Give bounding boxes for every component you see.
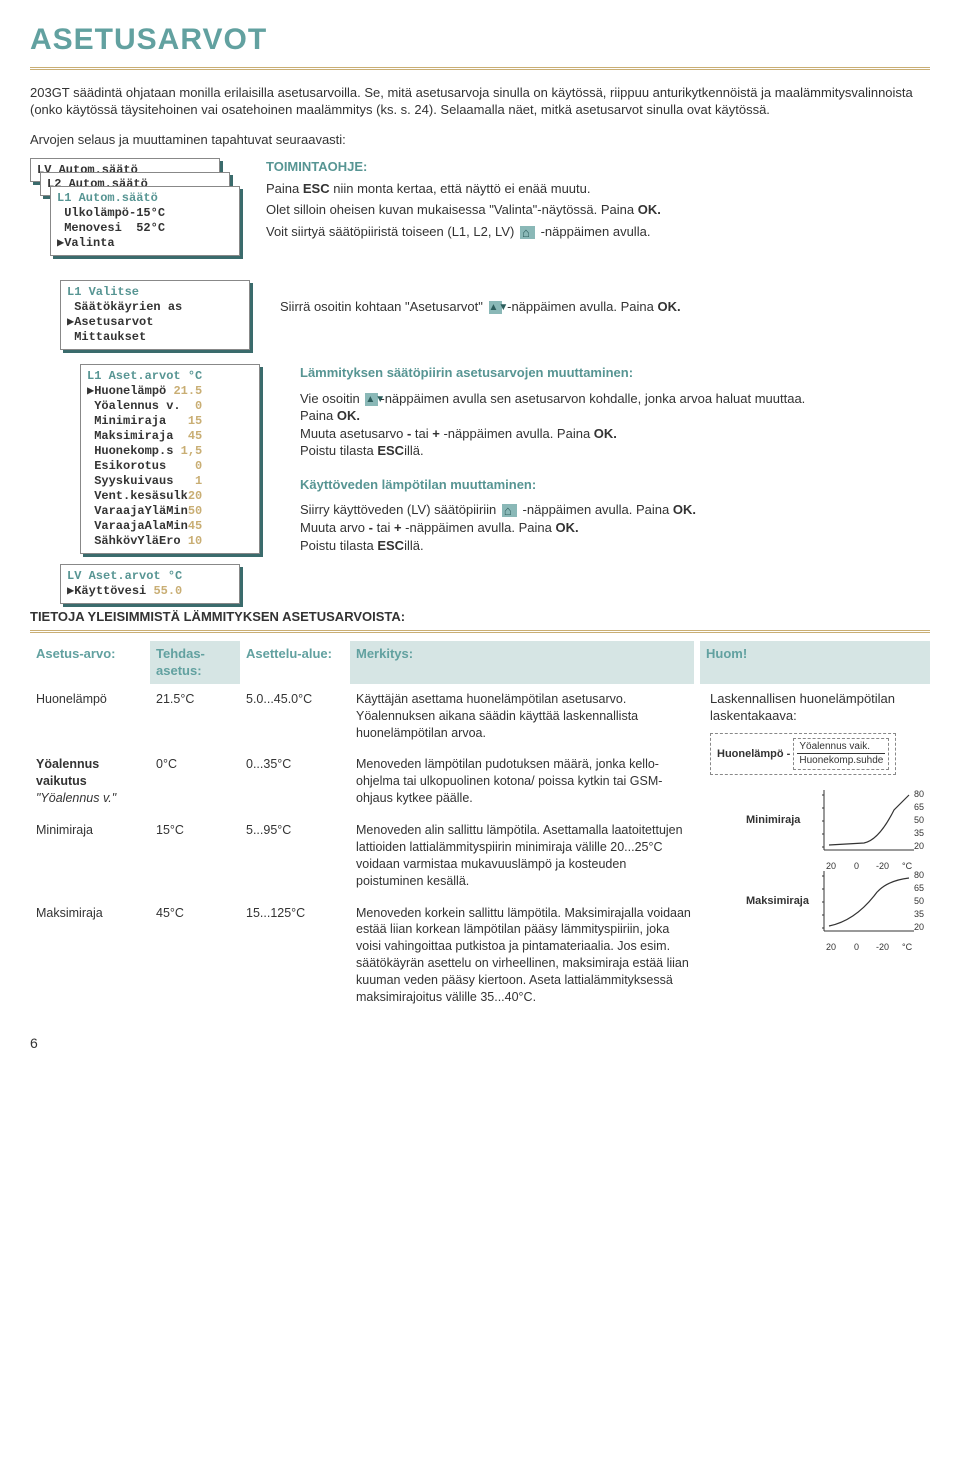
step-3-row: L1 Aset.arvot °C ▶Huonelämpö 21.5 Yöalen…	[30, 364, 930, 604]
th-asetusarvo: Asetus-arvo:	[30, 641, 150, 684]
lcd-kayttovesi: LV Aset.arvot °C ▶Käyttövesi 55.0	[60, 564, 240, 604]
lcd-asetarvot: L1 Aset.arvot °C ▶Huonelämpö 21.5 Yöalen…	[80, 364, 260, 554]
updown-icon: ▲▼	[365, 393, 378, 406]
step-2-row: L1 Valitse Säätökäyrien as ▶Asetusarvot …	[30, 280, 930, 350]
home-icon	[520, 226, 535, 239]
updown-icon: ▲▼	[489, 301, 502, 314]
subhead-text: Arvojen selaus ja muuttaminen tapahtuvat…	[30, 131, 930, 149]
step-2-text: Siirrä osoitin kohtaan "Asetusarvot" ▲▼ …	[280, 298, 930, 316]
cat1-title: Lämmityksen säätöpiirin asetusarvojen mu…	[300, 364, 930, 382]
toimintaohje-label: TOIMINTAOHJE:	[266, 158, 930, 176]
graph-minimiraja: Minimiraja 80 65 50 35 20 20 0 -20 °C	[804, 785, 924, 860]
home-icon	[502, 504, 517, 517]
table-row: Maksimiraja 45°C 15...125°C Menoveden ko…	[30, 898, 700, 1012]
page-title: ASETUSARVOT	[30, 20, 930, 70]
intro-text: 203GT säädintä ohjataan monilla erilaisi…	[30, 84, 930, 119]
page-number: 6	[30, 1034, 930, 1053]
lcd-stack-1: LV Autom.säätö L2 Autom.säätö L1 Autom.s…	[30, 158, 240, 268]
th-alue: Asettelu-alue:	[240, 641, 350, 684]
table-row: Minimiraja 15°C 5...95°C Menoveden alin …	[30, 815, 700, 896]
step-1-row: LV Autom.säätö L2 Autom.säätö L1 Autom.s…	[30, 158, 930, 268]
table-row: Yöalennus vaikutus"Yöalennus v." 0°C 0..…	[30, 749, 700, 813]
lcd-valitse: L1 Valitse Säätökäyrien as ▶Asetusarvot …	[60, 280, 250, 350]
cat2-title: Käyttöveden lämpötilan muuttaminen:	[300, 476, 930, 494]
th-tehdas: Tehdas-asetus:	[150, 641, 240, 684]
formula-box: Huonelämpö - Yöalennus vaik. Huonekomp.s…	[710, 733, 896, 775]
step-1-text: TOIMINTAOHJE: Paina ESC niin monta kerta…	[240, 158, 930, 244]
table-row: Huonelämpö 21.5°C 5.0...45.0°C Käyttäjän…	[30, 684, 700, 748]
note-title: Laskennallisen huonelämpötilan laskentak…	[710, 690, 924, 725]
th-huom: Huom!	[700, 641, 930, 684]
table-title: TIETOJA YLEISIMMISTÄ LÄMMITYKSEN ASETUSA…	[30, 608, 930, 633]
lcd-l1: L1 Autom.säätö Ulkolämpö-15°C Menovesi 5…	[50, 186, 240, 256]
graph-maksimiraja: Maksimiraja 80 65 50 35 20 20 0 -20 °C	[804, 866, 924, 941]
table-header: Asetus-arvo: Tehdas-asetus: Asettelu-alu…	[30, 641, 930, 684]
th-merkitys: Merkitys:	[350, 641, 694, 684]
huom-column: Laskennallisen huonelämpötilan laskentak…	[700, 684, 930, 1014]
